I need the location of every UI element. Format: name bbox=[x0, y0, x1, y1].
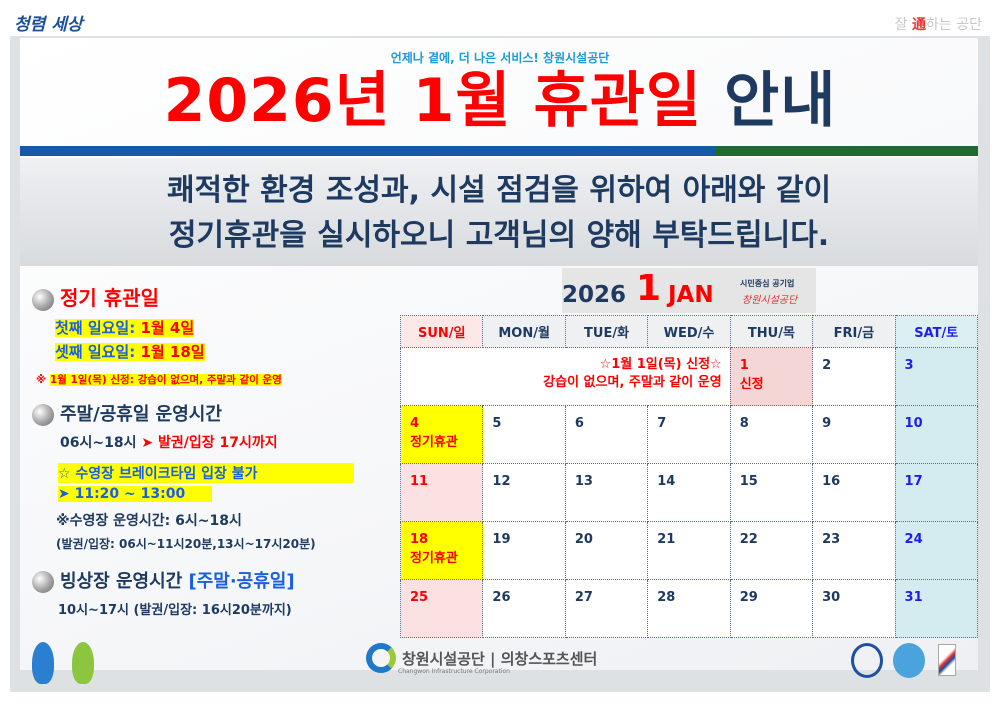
ccm-badge-icon bbox=[893, 643, 925, 678]
calendar-title-box bbox=[562, 268, 816, 313]
week-row: ☆1월 1일(목) 신정☆ 강습이 없으며, 주말과 같이 운영 1 신정 2 3 bbox=[400, 347, 979, 406]
weekday-header: THU/목 bbox=[729, 315, 814, 348]
day-cell: 27 bbox=[564, 579, 649, 638]
day-cell: 7 bbox=[647, 405, 731, 464]
day-cell: 10 bbox=[894, 405, 979, 464]
certification-badge-icon bbox=[851, 643, 883, 678]
day-cell: 19 bbox=[482, 521, 566, 580]
day-cell: 3 bbox=[894, 347, 979, 406]
weekday-header: WED/수 bbox=[647, 315, 731, 348]
weekday-header-row: SUN/일 MON/월 TUE/화 WED/수 THU/목 FRI/금 SAT/… bbox=[399, 315, 979, 348]
calendar-year: 2026 bbox=[562, 282, 627, 308]
day-cell: 31 bbox=[894, 579, 979, 638]
newyear-note: ※ 1월 1일(목) 신정: 강습이 없으며, 주말과 같이 운영 bbox=[36, 374, 282, 386]
clean-world-logo: 청렴 세상 bbox=[14, 15, 83, 35]
day-cell: 25 bbox=[399, 579, 484, 638]
day-cell: 17 bbox=[894, 463, 979, 522]
notice-line: 쾌적한 환경 조성과, 시설 점검을 위하여 아래와 같이 bbox=[166, 173, 832, 208]
page-title: 2026년 1월 휴관일 안내 bbox=[163, 66, 837, 136]
weekday-header: FRI/금 bbox=[812, 315, 896, 348]
closed-heading: 정기 휴관일 bbox=[32, 282, 159, 311]
day-cell: 15 bbox=[729, 463, 814, 522]
week-row: 4 정기휴관 5 6 7 8 9 10 bbox=[399, 405, 979, 464]
day-cell: 21 bbox=[647, 521, 731, 580]
rink-hours: 10시~17시 (발권/입장: 16시20분까지) bbox=[58, 603, 292, 618]
day-cell: 13 bbox=[564, 463, 649, 522]
bullet-icon bbox=[32, 288, 54, 311]
closed-day-1: 첫째 일요일: 1월 4일 bbox=[55, 319, 195, 337]
day-cell-closed: 4 정기휴관 bbox=[399, 405, 484, 464]
calendar-month: 1 bbox=[636, 268, 662, 309]
day-cell: 23 bbox=[812, 521, 896, 580]
day-cell: 22 bbox=[729, 521, 814, 580]
org-signature: 창원시설공단 bbox=[742, 295, 798, 306]
footer-org: 창원시설공단 | 의창스포츠센터 bbox=[402, 650, 598, 668]
org-slogan: 시민중심 공기업 bbox=[740, 279, 795, 288]
calendar-grid: SUN/일 MON/월 TUE/화 WED/수 THU/목 FRI/금 SAT/… bbox=[399, 315, 979, 638]
day-cell-holiday: 1 신정 bbox=[729, 347, 814, 406]
newyear-calendar-note: ☆1월 1일(목) 신정☆ 강습이 없으며, 주말과 같이 운영 bbox=[400, 347, 731, 406]
weekday-header: TUE/화 bbox=[564, 315, 649, 348]
calendar-month-en: JAN bbox=[668, 282, 714, 308]
day-cell: 28 bbox=[647, 579, 731, 638]
closed-day-2: 셋째 일요일: 1월 18일 bbox=[55, 343, 205, 361]
weekend-heading: 주말/공휴일 운영시간 bbox=[32, 400, 222, 426]
day-cell: 8 bbox=[729, 405, 814, 464]
day-cell: 9 bbox=[812, 405, 896, 464]
day-cell: 24 bbox=[894, 521, 979, 580]
bullet-icon bbox=[32, 571, 54, 593]
weekday-header: MON/월 bbox=[482, 315, 566, 348]
day-cell-closed: 18 정기휴관 bbox=[399, 521, 484, 580]
day-cell: 30 bbox=[812, 579, 896, 638]
divider-green bbox=[716, 146, 978, 156]
bullet-icon bbox=[32, 404, 54, 426]
week-row: 11 12 13 14 15 16 17 bbox=[399, 463, 979, 522]
tagline: 언제나 곁에, 더 나은 서비스! 창원시설공단 bbox=[390, 51, 610, 65]
week-row: 25 26 27 28 29 30 31 bbox=[399, 579, 979, 638]
day-cell: 29 bbox=[729, 579, 814, 638]
day-cell: 16 bbox=[812, 463, 896, 522]
day-cell: 14 bbox=[647, 463, 731, 522]
day-cell: 11 bbox=[399, 463, 484, 522]
day-cell: 26 bbox=[482, 579, 566, 638]
weekend-hours: 06시~18시 ➤ 발권/입장 17시까지 bbox=[60, 435, 278, 451]
award-badge-icon bbox=[938, 644, 956, 676]
week-row: 18 정기휴관 19 20 21 22 23 24 bbox=[399, 521, 979, 580]
notice-line: 정기휴관을 실시하오니 고객님의 양해 부탁드립니다. bbox=[168, 218, 830, 253]
day-cell: 2 bbox=[812, 347, 896, 406]
day-cell: 5 bbox=[482, 405, 566, 464]
rink-heading: 빙상장 운영시간 [주말·공휴일] bbox=[32, 567, 295, 593]
break-time-range: ➤ 11:20 ~ 13:00 bbox=[58, 486, 212, 502]
org-logo-icon bbox=[366, 643, 396, 673]
day-cell: 12 bbox=[482, 463, 566, 522]
weekday-header: SAT/토 bbox=[894, 315, 979, 348]
weekday-header: SUN/일 bbox=[399, 315, 484, 348]
footer-org-en: Changwon Infrastructure Corporation bbox=[398, 668, 510, 675]
day-cell: 20 bbox=[564, 521, 649, 580]
day-cell: 6 bbox=[564, 405, 649, 464]
mascot-blue-icon bbox=[32, 642, 54, 684]
pool-hours: ※수영장 운영시간: 6시~18시 bbox=[56, 513, 242, 529]
break-time-notice: ☆ 수영장 브레이크타임 입장 불가 bbox=[58, 463, 354, 483]
pool-ticket: (발권/입장: 06시~11시20분,13시~17시20분) bbox=[56, 537, 316, 551]
slogan-logo: 잘 通하는 공단 bbox=[894, 17, 982, 33]
mascot-green-icon bbox=[72, 642, 94, 684]
divider-blue bbox=[20, 146, 720, 156]
